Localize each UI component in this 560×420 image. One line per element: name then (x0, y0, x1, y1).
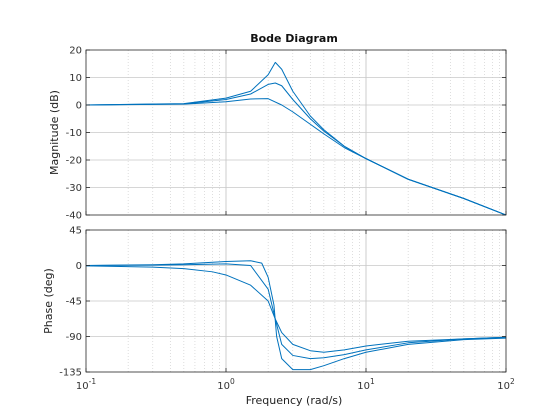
phase-series-line-2 (86, 263, 506, 360)
magnitude-grid (86, 50, 506, 215)
x-axis-title: Frequency (rad/s) (246, 394, 343, 407)
y-tick-label: 45 (69, 226, 82, 237)
phase-series-line-1 (86, 265, 506, 353)
magnitude-panel: 20 10 0 -10 -20 -30 -40 Magnitude (dB) (48, 46, 507, 222)
phase-y-axis-title: Phase (deg) (42, 268, 55, 334)
x-tick-base: 10 (217, 381, 230, 392)
y-tick-label: -40 (66, 211, 82, 222)
y-tick-label: -90 (66, 332, 82, 343)
x-tick-labels: 10-1 100 101 102 (76, 377, 515, 392)
magnitude-y-tick-labels: 20 10 0 -10 -20 -30 -40 (66, 46, 506, 222)
phase-series-line-3 (86, 260, 506, 371)
x-tick-exponent: -1 (89, 377, 97, 386)
x-tick-base: 10 (76, 381, 89, 392)
panels-layer: 20 10 0 -10 -20 -30 -40 Magnitude (dB) 45 0 -45 -90… (42, 46, 507, 379)
y-tick-label: 10 (69, 73, 82, 84)
y-tick-label: 20 (69, 46, 82, 57)
x-tick-exponent: 1 (370, 377, 375, 386)
x-tick-label: 102 (497, 377, 515, 392)
phase-panel: 45 0 -45 -90 -135 Phase (deg) (42, 226, 507, 379)
y-tick-label: -10 (66, 128, 82, 139)
phase-y-tick-labels: 45 0 -45 -90 -135 (59, 226, 506, 379)
x-tick-label: 101 (357, 377, 375, 392)
y-tick-label: -135 (59, 368, 82, 379)
x-tick-label: 10-1 (76, 377, 96, 392)
magnitude-series-group (86, 61, 506, 215)
y-tick-label: 0 (76, 261, 82, 272)
y-tick-label: -45 (66, 297, 82, 308)
x-tick-label: 100 (217, 377, 235, 392)
x-tick-base: 10 (357, 381, 370, 392)
y-tick-label: -30 (66, 183, 82, 194)
x-tick-base: 10 (497, 381, 510, 392)
magnitude-y-axis-title: Magnitude (dB) (48, 90, 61, 175)
x-tick-exponent: 0 (230, 377, 235, 386)
y-tick-label: -20 (66, 156, 82, 167)
y-tick-label: 0 (76, 101, 82, 112)
magnitude-series-line-3 (86, 61, 506, 215)
phase-series-group (86, 260, 506, 371)
chart-title: Bode Diagram (250, 32, 338, 45)
x-tick-exponent: 2 (510, 377, 515, 386)
